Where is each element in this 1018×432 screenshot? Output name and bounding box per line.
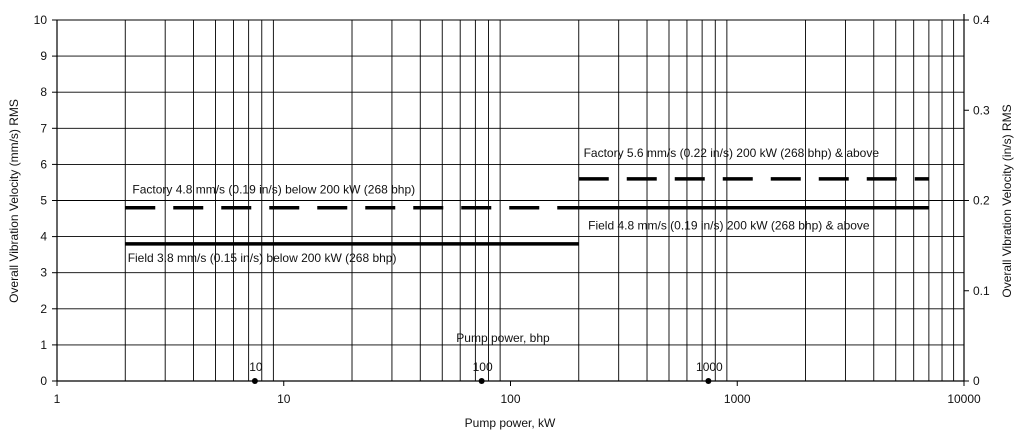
bhp-tick-marker xyxy=(705,378,712,384)
grid xyxy=(57,19,964,381)
x-tick-label: 100 xyxy=(500,392,520,406)
y-tick-label-right: 0.4 xyxy=(973,13,990,27)
x-tick-label: 1 xyxy=(54,392,61,406)
y-tick-label-left: 5 xyxy=(40,194,47,208)
annotation-1: Field 3.8 mm/s (0.15 in/s) below 200 kW … xyxy=(128,251,397,265)
annotation-0: Factory 4.8 mm/s (0.19 in/s) below 200 k… xyxy=(132,182,415,196)
y-tick-label-right: 0.3 xyxy=(973,103,990,117)
ticks xyxy=(52,19,969,386)
bhp-tick-marker xyxy=(251,378,258,384)
bhp-tick-label: 10 xyxy=(249,360,263,374)
y-tick-label-left: 2 xyxy=(40,302,47,316)
y-tick-label-left: 4 xyxy=(40,230,47,244)
x-axis-title: Pump power, kW xyxy=(465,416,556,430)
y-tick-label-right: 0.2 xyxy=(973,194,990,208)
y-axis-title-right: Overall Vibration Velocity (in/s) RMS xyxy=(1000,104,1014,297)
y-tick-label-left: 7 xyxy=(40,121,47,135)
y-tick-label-left: 9 xyxy=(40,49,47,63)
axes xyxy=(56,14,965,382)
x-tick-label: 1000 xyxy=(724,392,751,406)
bhp-tick-marker xyxy=(478,378,485,384)
y-tick-label-right: 0.1 xyxy=(973,284,990,298)
y-tick-label-left: 0 xyxy=(40,374,47,388)
x-tick-label: 10 xyxy=(277,392,291,406)
y-tick-label-right: 0 xyxy=(973,374,980,388)
y-tick-label-left: 1 xyxy=(40,338,47,352)
annotation-3: Field 4.8 mm/s (0.19 in/s) 200 kW (268 b… xyxy=(588,218,870,232)
y-tick-label-left: 10 xyxy=(34,13,48,27)
y-tick-label-left: 6 xyxy=(40,157,47,171)
series xyxy=(125,177,929,246)
y-tick-label-left: 3 xyxy=(40,266,47,280)
annotation-2: Factory 5.6 mm/s (0.22 in/s) 200 kW (268… xyxy=(584,146,880,160)
y-tick-label-left: 8 xyxy=(40,85,47,99)
bhp-tick-label: 100 xyxy=(473,360,493,374)
bhp-tick-label: 1000 xyxy=(696,360,723,374)
y-axis-title-left: Overall Vibration Velocity (mm/s) RMS xyxy=(7,99,21,303)
x-tick-label: 10000 xyxy=(947,392,981,406)
secondary-x-axis-title: Pump power, bhp xyxy=(456,331,550,345)
labels: 1 10 100 1000 1000001234567891000.10.20.30.4… xyxy=(34,13,990,406)
